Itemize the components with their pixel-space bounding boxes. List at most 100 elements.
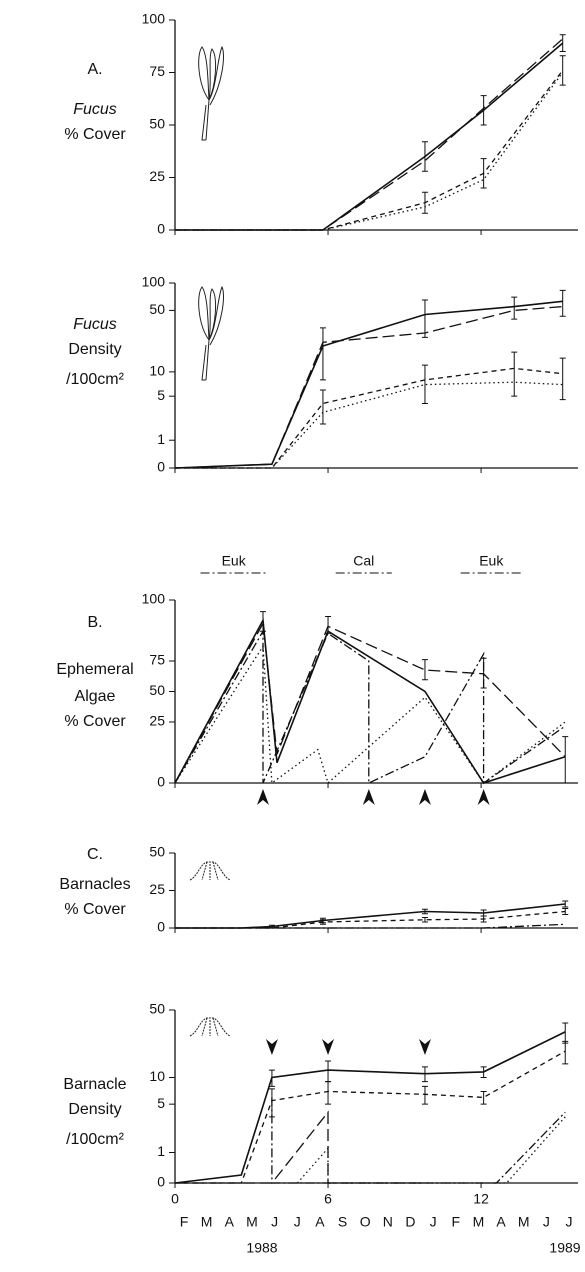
axis-label: Barnacles bbox=[59, 876, 130, 893]
error-bar bbox=[268, 1069, 275, 1087]
series-line bbox=[175, 923, 566, 929]
y-tick-label: 50 bbox=[149, 301, 165, 317]
series-line bbox=[271, 1097, 566, 1184]
error-bar bbox=[325, 1081, 332, 1105]
y-tick-label: 5 bbox=[157, 1095, 165, 1111]
error-bar bbox=[421, 1066, 428, 1083]
icon-shape bbox=[189, 861, 231, 881]
icon-shape bbox=[198, 45, 224, 141]
panel-label: A. bbox=[87, 61, 102, 78]
error-bar bbox=[421, 917, 428, 923]
error-bar bbox=[319, 327, 326, 381]
error-bar bbox=[562, 1040, 569, 1065]
error-bar bbox=[559, 55, 566, 86]
fucus-icon bbox=[198, 285, 224, 381]
month-label: J bbox=[294, 1214, 301, 1230]
arrowhead bbox=[322, 1039, 335, 1055]
series-line bbox=[175, 367, 563, 469]
month-label: A bbox=[225, 1214, 235, 1230]
y-tick-label: 1 bbox=[157, 1143, 165, 1159]
axis-label: Density bbox=[68, 1101, 121, 1118]
month-label: J bbox=[430, 1214, 437, 1230]
y-tick-label: 100 bbox=[142, 591, 166, 607]
y-tick-label: 25 bbox=[149, 713, 165, 729]
y-tick-label: 50 bbox=[149, 844, 165, 860]
y-tick-label: 10 bbox=[149, 1068, 165, 1084]
y-tick-label: 50 bbox=[149, 682, 165, 698]
series-line bbox=[175, 1110, 425, 1184]
series-line bbox=[175, 38, 564, 231]
axis-label: /100cm² bbox=[66, 1131, 124, 1148]
axis-label: /100cm² bbox=[66, 371, 124, 388]
icon-shape bbox=[198, 285, 224, 381]
error-bar bbox=[480, 915, 487, 923]
y-tick-label: 75 bbox=[149, 652, 165, 668]
y-tick-label: 50 bbox=[149, 1001, 165, 1017]
series-line bbox=[174, 305, 563, 469]
series-line bbox=[175, 42, 564, 231]
month-label: S bbox=[338, 1214, 347, 1230]
month-label: M bbox=[473, 1214, 485, 1230]
y-tick-label: 0 bbox=[157, 919, 165, 935]
month-label: F bbox=[451, 1214, 460, 1230]
panel-label: B. bbox=[87, 614, 102, 631]
y-tick-label: 10 bbox=[149, 363, 165, 379]
error-bar bbox=[511, 351, 518, 397]
error-bar bbox=[562, 908, 569, 915]
month-label: F bbox=[180, 1214, 189, 1230]
axis-label: Fucus bbox=[73, 316, 117, 333]
error-bar bbox=[325, 1060, 332, 1083]
error-bar bbox=[421, 364, 428, 404]
series-line bbox=[175, 910, 566, 929]
y-tick-label: 75 bbox=[149, 63, 165, 79]
year-label: 1989 bbox=[549, 1240, 580, 1256]
period-label: Euk bbox=[479, 553, 504, 569]
x-tick-label: 12 bbox=[473, 1191, 489, 1207]
y-tick-label: 1 bbox=[157, 431, 165, 447]
y-tick-label: 0 bbox=[157, 459, 165, 475]
month-label: J bbox=[271, 1214, 278, 1230]
series-line bbox=[174, 300, 563, 469]
series-line bbox=[175, 903, 566, 929]
month-label: J bbox=[543, 1214, 550, 1230]
arrowhead bbox=[265, 1039, 278, 1055]
y-tick-label: 0 bbox=[157, 774, 165, 790]
error-bar bbox=[421, 1085, 428, 1105]
error-bar bbox=[319, 919, 326, 925]
error-bar bbox=[480, 158, 487, 189]
year-label: 1988 bbox=[246, 1240, 277, 1256]
series-line bbox=[174, 628, 566, 785]
x-tick-label: 6 bbox=[324, 1191, 332, 1207]
series-line bbox=[174, 1031, 566, 1184]
arrowhead bbox=[256, 789, 269, 805]
y-tick-label: 50 bbox=[149, 116, 165, 132]
month-label: J bbox=[566, 1214, 573, 1230]
y-tick-label: 100 bbox=[142, 274, 166, 290]
error-bar bbox=[511, 296, 518, 320]
axis-label: Algae bbox=[75, 688, 116, 705]
error-bar bbox=[421, 299, 428, 338]
period-label: Euk bbox=[222, 553, 247, 569]
axis-label: Barnacle bbox=[63, 1076, 126, 1093]
y-tick-label: 0 bbox=[157, 1174, 165, 1190]
error-bar bbox=[559, 34, 566, 52]
axis-label: Ephemeral bbox=[56, 661, 133, 678]
month-label: A bbox=[496, 1214, 506, 1230]
arrowhead bbox=[418, 1039, 431, 1055]
error-bar bbox=[319, 389, 326, 425]
axis-label: % Cover bbox=[64, 901, 126, 918]
error-bar bbox=[421, 141, 428, 172]
error-bar bbox=[562, 736, 569, 784]
axis-label: % Cover bbox=[64, 126, 126, 143]
month-label: D bbox=[405, 1214, 415, 1230]
y-tick-label: 5 bbox=[157, 387, 165, 403]
panel-label: C. bbox=[87, 846, 103, 863]
month-label: N bbox=[383, 1214, 393, 1230]
error-bar bbox=[559, 357, 566, 401]
x-tick-label: 0 bbox=[171, 1191, 179, 1207]
month-label: A bbox=[315, 1214, 325, 1230]
error-bar bbox=[559, 289, 566, 317]
y-tick-label: 25 bbox=[149, 168, 165, 184]
error-bar bbox=[480, 95, 487, 126]
error-bar bbox=[480, 1091, 487, 1105]
